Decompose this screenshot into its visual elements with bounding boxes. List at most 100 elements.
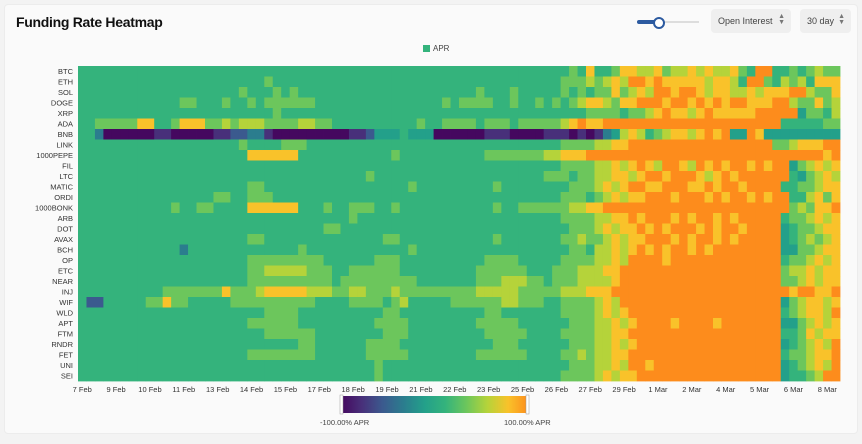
heatmap-cell[interactable]	[442, 76, 451, 88]
heatmap-cell[interactable]	[628, 307, 638, 319]
heatmap-cell[interactable]	[94, 286, 104, 298]
heatmap-cell[interactable]	[340, 370, 350, 382]
heatmap-cell[interactable]	[433, 171, 443, 182]
heatmap-cell[interactable]	[120, 87, 130, 98]
heatmap-cell[interactable]	[755, 349, 765, 361]
heatmap-cell[interactable]	[687, 76, 697, 88]
heatmap-cell[interactable]	[162, 276, 172, 287]
heatmap-cell[interactable]	[619, 360, 629, 371]
heatmap-cell[interactable]	[696, 139, 705, 151]
heatmap-cell[interactable]	[348, 318, 358, 329]
heatmap-cell[interactable]	[255, 244, 265, 256]
heatmap-cell[interactable]	[611, 213, 621, 224]
heatmap-cell[interactable]	[475, 307, 485, 319]
heatmap-cell[interactable]	[357, 223, 367, 235]
heatmap-cell[interactable]	[543, 223, 553, 235]
heatmap-cell[interactable]	[594, 265, 604, 277]
heatmap-cell[interactable]	[332, 129, 341, 140]
heatmap-cell[interactable]	[128, 339, 138, 350]
heatmap-cell[interactable]	[340, 202, 350, 214]
heatmap-cell[interactable]	[475, 234, 485, 245]
heatmap-cell[interactable]	[586, 223, 595, 235]
heatmap-cell[interactable]	[696, 181, 705, 193]
heatmap-cell[interactable]	[611, 108, 621, 119]
heatmap-cell[interactable]	[501, 202, 511, 214]
heatmap-cell[interactable]	[645, 370, 655, 382]
heatmap-cell[interactable]	[594, 129, 604, 140]
heatmap-cell[interactable]	[247, 244, 257, 256]
heatmap-cell[interactable]	[645, 244, 655, 256]
heatmap-cell[interactable]	[713, 181, 722, 193]
heatmap-cell[interactable]	[221, 66, 231, 77]
heatmap-cell[interactable]	[365, 202, 375, 214]
heatmap-cell[interactable]	[145, 160, 155, 172]
heatmap-cell[interactable]	[323, 234, 333, 245]
heatmap-cell[interactable]	[543, 318, 553, 329]
heatmap-cell[interactable]	[306, 328, 316, 340]
heatmap-cell[interactable]	[602, 286, 612, 298]
heatmap-cell[interactable]	[196, 234, 206, 245]
heatmap-cell[interactable]	[636, 318, 646, 329]
heatmap-cell[interactable]	[213, 234, 223, 245]
heatmap-cell[interactable]	[442, 339, 451, 350]
heatmap-cell[interactable]	[687, 223, 697, 235]
heatmap-cell[interactable]	[332, 276, 341, 287]
heatmap-cell[interactable]	[814, 150, 824, 161]
heatmap-cell[interactable]	[289, 328, 299, 340]
heatmap-cell[interactable]	[179, 66, 189, 77]
heatmap-cell[interactable]	[492, 265, 502, 277]
heatmap-cell[interactable]	[560, 328, 570, 340]
heatmap-cell[interactable]	[552, 360, 561, 371]
heatmap-cell[interactable]	[154, 234, 164, 245]
heatmap-cell[interactable]	[230, 97, 240, 109]
slider-handle[interactable]	[653, 17, 665, 29]
heatmap-cell[interactable]	[535, 297, 545, 308]
heatmap-cell[interactable]	[408, 339, 418, 350]
heatmap-cell[interactable]	[467, 150, 477, 161]
heatmap-cell[interactable]	[746, 286, 756, 298]
heatmap-cell[interactable]	[391, 255, 401, 266]
heatmap-cell[interactable]	[450, 234, 460, 245]
heatmap-cell[interactable]	[713, 150, 722, 161]
heatmap-cell[interactable]	[221, 160, 231, 172]
heatmap-cell[interactable]	[552, 307, 561, 319]
heatmap-cell[interactable]	[763, 244, 773, 256]
heatmap-cell[interactable]	[205, 118, 214, 130]
heatmap-cell[interactable]	[459, 87, 468, 98]
heatmap-cell[interactable]	[704, 150, 714, 161]
heatmap-cell[interactable]	[577, 234, 587, 245]
heatmap-cell[interactable]	[391, 129, 401, 140]
heatmap-cell[interactable]	[391, 108, 401, 119]
heatmap-cell[interactable]	[272, 244, 282, 256]
heatmap-cell[interactable]	[831, 370, 841, 382]
heatmap-cell[interactable]	[433, 234, 443, 245]
heatmap-cell[interactable]	[340, 318, 350, 329]
heatmap-cell[interactable]	[154, 265, 164, 277]
heatmap-cell[interactable]	[569, 370, 578, 382]
heatmap-cell[interactable]	[594, 223, 604, 235]
heatmap-cell[interactable]	[763, 108, 773, 119]
heatmap-cell[interactable]	[594, 97, 604, 109]
heatmap-cell[interactable]	[653, 223, 663, 235]
heatmap-cell[interactable]	[323, 118, 333, 130]
heatmap-cell[interactable]	[831, 223, 841, 235]
heatmap-cell[interactable]	[662, 87, 672, 98]
heatmap-cell[interactable]	[238, 150, 248, 161]
heatmap-cell[interactable]	[433, 244, 443, 256]
heatmap-cell[interactable]	[662, 213, 672, 224]
heatmap-cell[interactable]	[120, 244, 130, 256]
heatmap-cell[interactable]	[357, 181, 367, 193]
heatmap-cell[interactable]	[103, 328, 113, 340]
heatmap-cell[interactable]	[518, 181, 528, 193]
heatmap-cell[interactable]	[416, 202, 426, 214]
heatmap-cell[interactable]	[365, 276, 375, 287]
heatmap-cell[interactable]	[509, 223, 519, 235]
heatmap-cell[interactable]	[560, 129, 570, 140]
heatmap-cell[interactable]	[492, 297, 502, 308]
heatmap-cell[interactable]	[484, 192, 494, 203]
heatmap-cell[interactable]	[289, 360, 299, 371]
heatmap-cell[interactable]	[806, 297, 815, 308]
heatmap-cell[interactable]	[670, 202, 680, 214]
heatmap-cell[interactable]	[205, 139, 214, 151]
